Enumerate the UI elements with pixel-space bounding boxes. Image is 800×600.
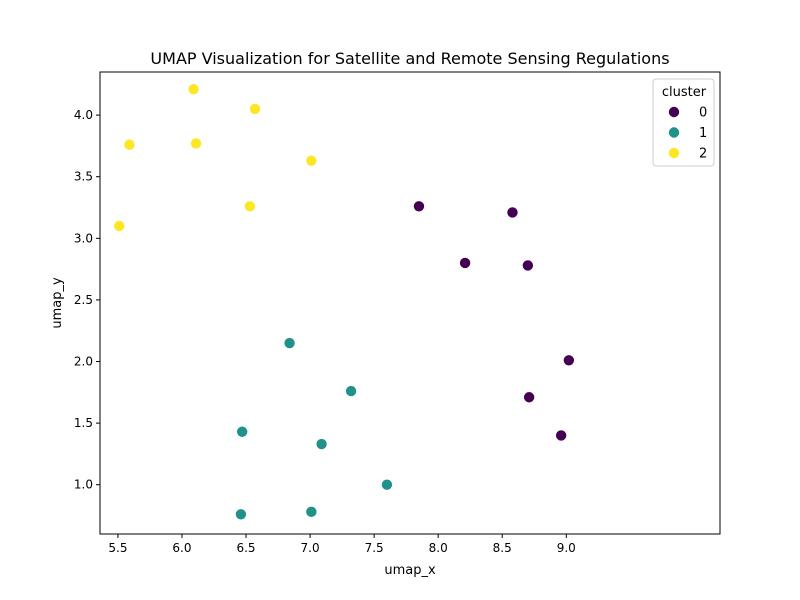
x-tick-label: 5.5 <box>108 541 127 555</box>
scatter-point-cluster-0 <box>562 354 575 367</box>
plot-frame <box>99 71 721 535</box>
chart-title: UMAP Visualization for Satellite and Rem… <box>150 49 669 68</box>
scatter-point-cluster-0 <box>521 259 534 272</box>
scatter-point-cluster-2 <box>113 219 126 232</box>
legend-label-1: 1 <box>699 126 707 141</box>
data-points <box>113 83 575 521</box>
scatter-point-cluster-1 <box>283 337 296 350</box>
x-tick-label: 9.0 <box>557 541 576 555</box>
scatter-point-cluster-1 <box>234 508 247 521</box>
scatter-point-cluster-2 <box>187 83 200 96</box>
legend-entries: 0 1 2 <box>668 106 707 162</box>
y-tick-label: 3.5 <box>74 170 93 184</box>
legend-label-0: 0 <box>699 106 707 121</box>
y-axis-ticks: 1.0 1.5 2.0 2.5 3.0 3.5 4.0 <box>74 108 100 492</box>
x-tick-label: 6.5 <box>236 541 255 555</box>
scatter-point-cluster-0 <box>555 429 568 442</box>
legend-title: cluster <box>662 85 707 100</box>
scatter-point-cluster-0 <box>506 206 519 219</box>
scatter-point-cluster-2 <box>243 200 256 213</box>
scatter-point-cluster-1 <box>380 478 393 491</box>
x-tick-label: 8.0 <box>429 541 448 555</box>
legend-box <box>652 78 715 167</box>
scatter-point-cluster-1 <box>345 385 358 398</box>
y-tick-label: 2.0 <box>74 355 93 369</box>
scatter-point-cluster-0 <box>459 256 472 269</box>
x-axis-label: umap_x <box>384 563 436 578</box>
x-tick-label: 6.0 <box>172 541 191 555</box>
scatter-point-cluster-2 <box>305 154 318 167</box>
scatter-point-cluster-0 <box>523 391 536 404</box>
y-tick-label: 1.0 <box>74 478 93 492</box>
y-axis-label: umap_y <box>50 277 65 329</box>
legend-marker-1 <box>668 126 681 139</box>
y-tick-label: 2.5 <box>74 293 93 307</box>
scatter-point-cluster-1 <box>305 505 318 518</box>
y-tick-label: 1.5 <box>74 416 93 430</box>
x-axis-ticks: 5.5 6.0 6.5 7.0 7.5 8.0 8.5 9.0 <box>108 534 576 555</box>
x-tick-label: 7.5 <box>365 541 384 555</box>
x-tick-label: 7.0 <box>301 541 320 555</box>
scatter-point-cluster-0 <box>412 200 425 213</box>
scatter-point-cluster-2 <box>248 102 261 115</box>
scatter-point-cluster-1 <box>236 425 249 438</box>
scatter-point-cluster-1 <box>315 438 328 451</box>
scatter-point-cluster-2 <box>123 138 136 151</box>
y-tick-label: 4.0 <box>74 108 93 122</box>
scatter-point-cluster-2 <box>190 137 203 150</box>
legend-marker-0 <box>668 106 681 119</box>
legend-marker-2 <box>668 146 681 159</box>
x-tick-label: 8.5 <box>493 541 512 555</box>
y-tick-label: 3.0 <box>74 231 93 245</box>
legend: cluster 0 1 2 <box>652 78 715 167</box>
legend-label-2: 2 <box>699 147 707 162</box>
